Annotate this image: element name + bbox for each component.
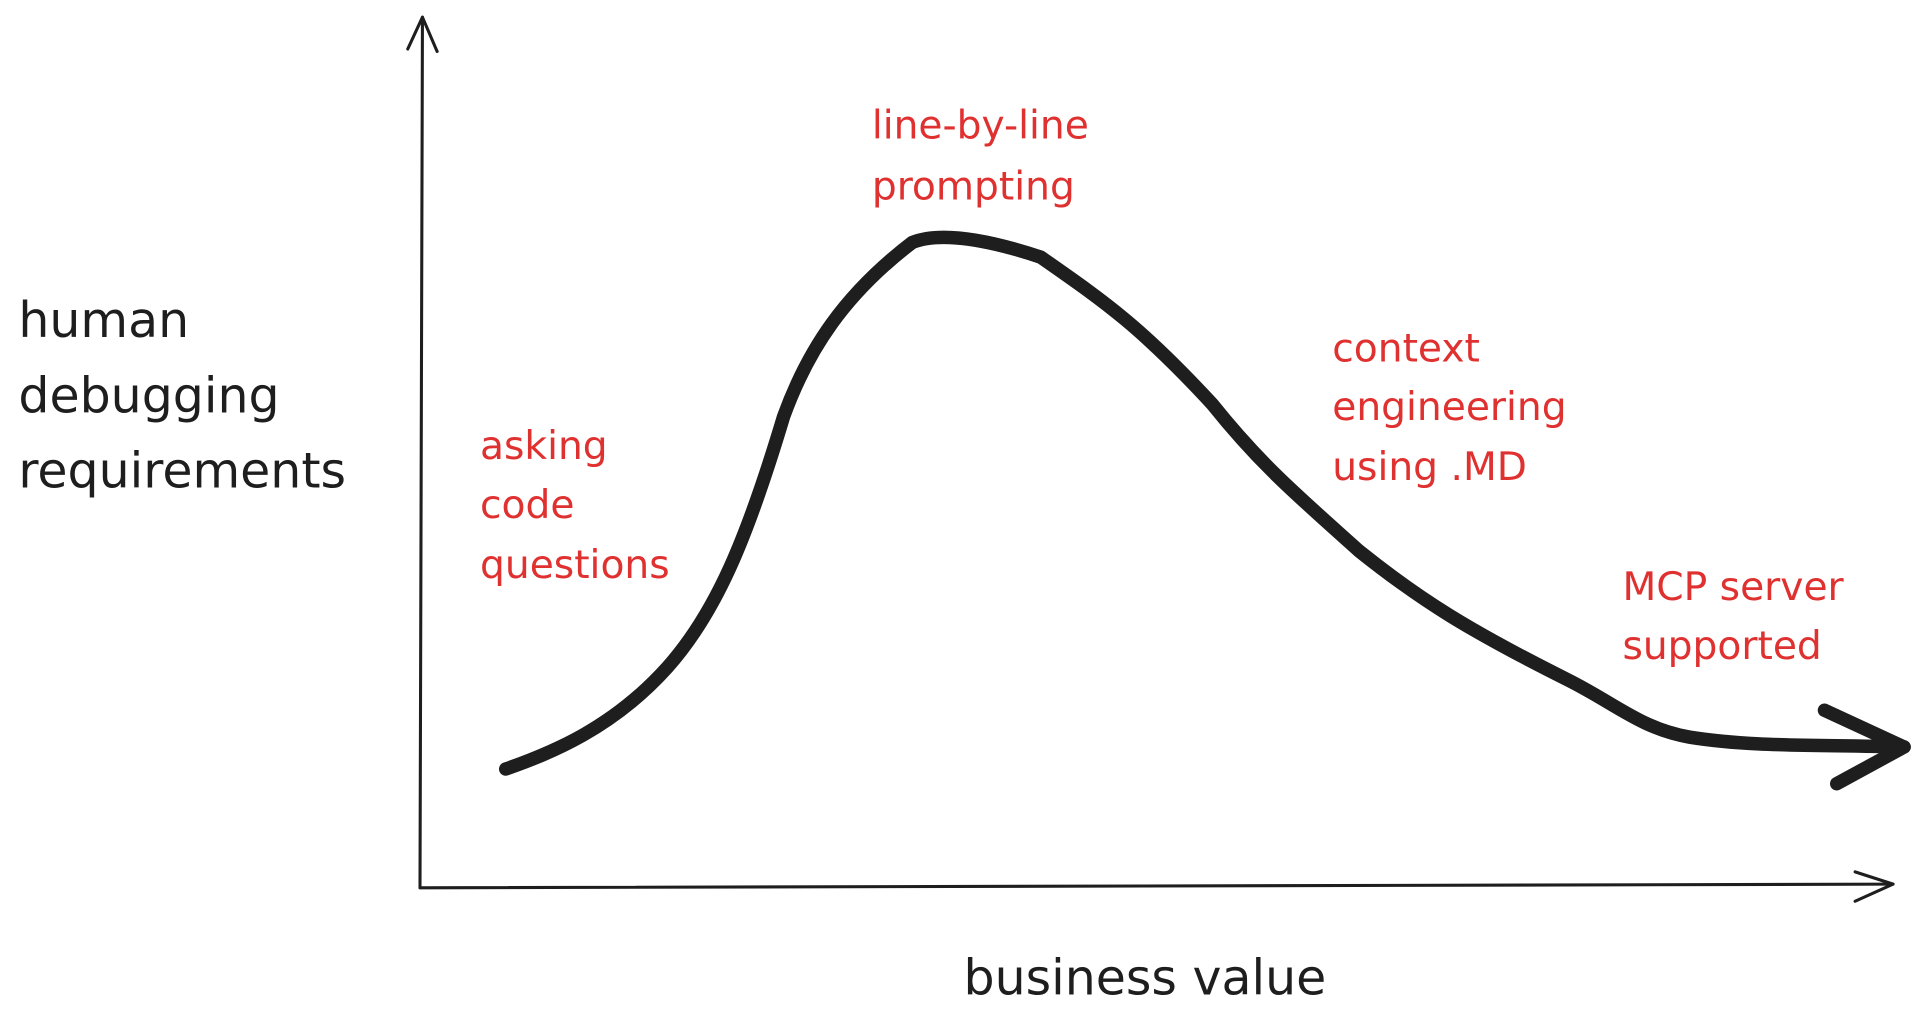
annotation: using .MD — [1332, 445, 1527, 490]
annotation: asking — [480, 424, 608, 469]
x-axis-arrow — [1853, 870, 1895, 903]
curve-arrow — [1817, 703, 1911, 791]
axes — [406, 15, 1895, 903]
y-axis-arrow — [406, 15, 439, 54]
y-axis-label: debugging — [18, 368, 279, 425]
annotation: prompting — [872, 165, 1075, 210]
x-axis — [418, 882, 1895, 890]
annotation: engineering — [1332, 385, 1566, 430]
annotation: context — [1332, 326, 1480, 371]
annotation: MCP server — [1622, 565, 1844, 610]
y-axis-label: requirements — [18, 442, 346, 499]
annotation: line-by-line — [872, 103, 1089, 148]
annotation: questions — [480, 543, 670, 588]
y-axis — [418, 15, 424, 890]
curve — [498, 230, 1911, 776]
annotation: supported — [1622, 624, 1821, 669]
x-axis-label: business value — [964, 949, 1327, 1006]
y-axis-label: human — [18, 292, 189, 349]
annotation: code — [480, 483, 574, 528]
